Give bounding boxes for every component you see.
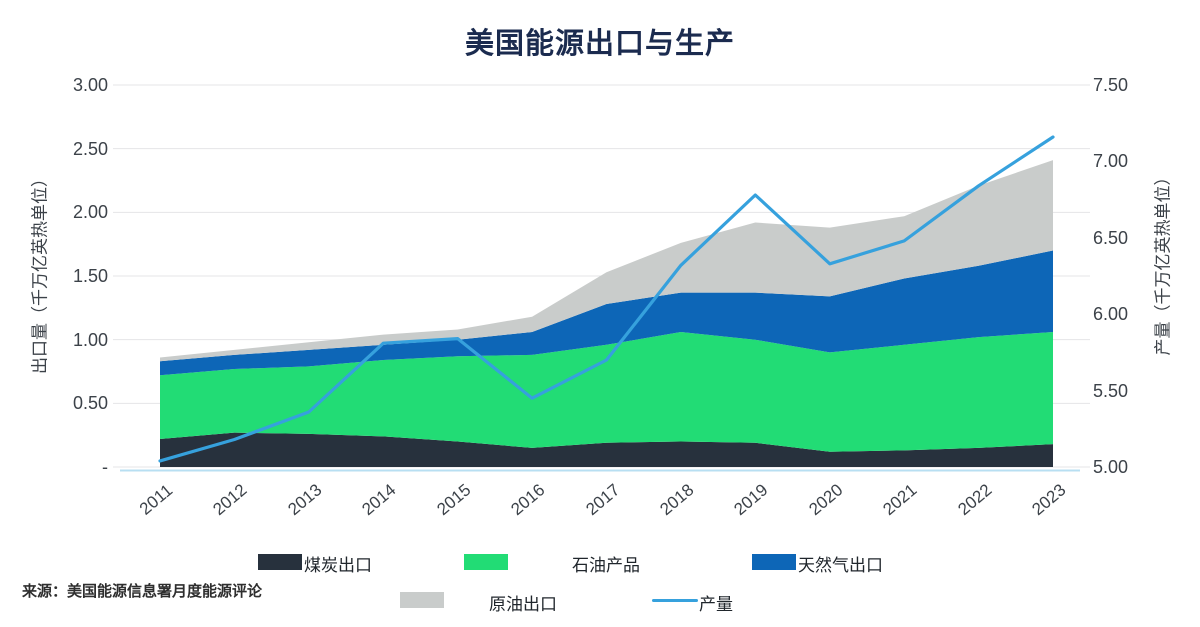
left-axis-tick: 2.50 xyxy=(72,138,108,159)
legend-petroleum-label: 石油产品 xyxy=(572,556,640,575)
plot-area xyxy=(113,84,1090,475)
x-axis-label: 2018 xyxy=(656,480,698,520)
legend-crude-label: 原油出口 xyxy=(489,595,557,614)
left-axis-tick: 3.00 xyxy=(72,75,108,95)
x-axis-label: 2017 xyxy=(581,480,623,520)
x-axis-label: 2015 xyxy=(432,480,475,520)
x-axis-label: 2019 xyxy=(730,480,772,520)
right-axis-title: 产量（千万亿英热单位） xyxy=(1153,168,1173,356)
source-note: 来源：美国能源信息署月度能源评论 xyxy=(22,583,263,600)
right-axis-tick: 6.50 xyxy=(1093,227,1129,248)
x-axis-label: 2014 xyxy=(358,480,400,520)
left-axis-tick: - xyxy=(102,457,108,477)
x-axis-label: 2022 xyxy=(953,480,996,520)
legend-production-label: 产量 xyxy=(699,595,733,614)
x-axis-label: 2013 xyxy=(284,480,326,520)
chart-svg xyxy=(113,84,1090,472)
x-axis-label: 2020 xyxy=(805,480,847,520)
right-axis-tick: 7.50 xyxy=(1093,75,1129,95)
right-axis-tick: 7.00 xyxy=(1093,151,1129,172)
production-line xyxy=(158,135,1055,463)
left-axis-tick: 1.50 xyxy=(72,266,108,286)
left-axis-tick: 1.00 xyxy=(72,329,108,350)
right-axis-tick: 6.00 xyxy=(1093,304,1129,325)
chart-title: 美国能源出口与生产 xyxy=(464,28,735,60)
area-petroleum xyxy=(160,332,1053,452)
right-axis-tick: 5.50 xyxy=(1093,380,1129,401)
legend-production-line-swatch xyxy=(652,599,698,602)
legend-crude-swatch xyxy=(400,592,444,608)
x-axis-label: 2012 xyxy=(209,480,251,520)
x-axis-label: 2021 xyxy=(879,480,921,520)
legend-coal-swatch xyxy=(258,554,302,570)
left-axis-tick: 0.50 xyxy=(72,393,108,414)
legend-gas-swatch xyxy=(752,554,796,570)
x-axis-label: 2023 xyxy=(1028,480,1070,520)
x-axis-label: 2016 xyxy=(507,480,549,520)
left-axis-tick: 2.00 xyxy=(72,202,108,223)
legend-petroleum-swatch xyxy=(464,554,508,570)
x-axis-label: 2011 xyxy=(135,480,177,519)
area-coal xyxy=(160,432,1053,467)
legend-coal-label: 煤炭出口 xyxy=(304,556,372,575)
right-axis-tick: 5.00 xyxy=(1093,457,1129,477)
area-gas xyxy=(160,250,1053,376)
legend-gas-label: 天然气出口 xyxy=(798,556,883,575)
area-crude xyxy=(160,160,1053,362)
